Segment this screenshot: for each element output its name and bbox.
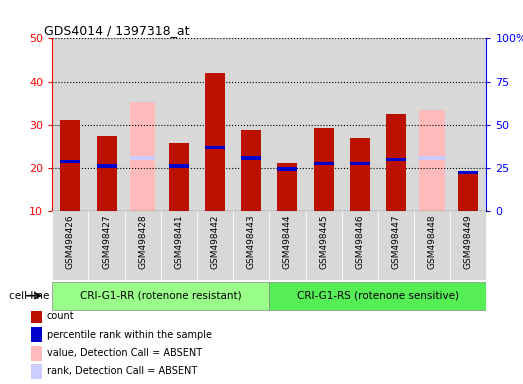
- Bar: [305, 211, 342, 280]
- Text: GSM498426: GSM498426: [66, 215, 75, 269]
- Bar: [31, 364, 42, 379]
- Bar: [278, 167, 298, 170]
- Text: GSM498442: GSM498442: [211, 215, 220, 269]
- Bar: [169, 143, 189, 211]
- Bar: [52, 38, 88, 211]
- Text: GSM498445: GSM498445: [319, 215, 328, 269]
- Bar: [205, 146, 225, 149]
- Bar: [205, 73, 225, 211]
- Bar: [197, 38, 233, 211]
- Bar: [342, 211, 378, 280]
- Bar: [342, 38, 378, 211]
- Bar: [450, 211, 486, 280]
- Bar: [97, 136, 117, 211]
- Bar: [314, 128, 334, 211]
- Bar: [350, 138, 370, 211]
- Bar: [61, 120, 81, 211]
- Text: GSM498448: GSM498448: [428, 215, 437, 269]
- Text: percentile rank within the sample: percentile rank within the sample: [47, 329, 212, 339]
- Bar: [52, 211, 88, 280]
- Bar: [161, 38, 197, 211]
- Text: GSM498441: GSM498441: [174, 215, 184, 269]
- Bar: [314, 162, 334, 166]
- Bar: [88, 211, 124, 280]
- Bar: [269, 282, 486, 310]
- Bar: [278, 163, 298, 211]
- Bar: [386, 114, 406, 211]
- Bar: [130, 156, 155, 160]
- Bar: [31, 327, 42, 342]
- Text: GSM498427: GSM498427: [102, 215, 111, 269]
- Bar: [386, 157, 406, 161]
- Text: GSM498444: GSM498444: [283, 215, 292, 269]
- Bar: [161, 211, 197, 280]
- Bar: [414, 38, 450, 211]
- Text: value, Detection Call = ABSENT: value, Detection Call = ABSENT: [47, 348, 202, 358]
- Bar: [31, 308, 42, 323]
- Bar: [305, 38, 342, 211]
- Bar: [88, 38, 124, 211]
- Bar: [233, 211, 269, 280]
- Text: CRI-G1-RR (rotenone resistant): CRI-G1-RR (rotenone resistant): [80, 291, 242, 301]
- Bar: [269, 38, 305, 211]
- Bar: [124, 38, 161, 211]
- Bar: [52, 282, 269, 310]
- Bar: [419, 110, 445, 211]
- Bar: [241, 156, 261, 160]
- Bar: [130, 102, 155, 211]
- Bar: [414, 211, 450, 280]
- Text: CRI-G1-RS (rotenone sensitive): CRI-G1-RS (rotenone sensitive): [297, 291, 459, 301]
- Bar: [419, 156, 445, 160]
- Bar: [31, 346, 42, 361]
- Text: GSM498447: GSM498447: [391, 215, 401, 269]
- Text: GSM498449: GSM498449: [464, 215, 473, 269]
- Text: GSM498446: GSM498446: [355, 215, 365, 269]
- Bar: [169, 164, 189, 167]
- Text: rank, Detection Call = ABSENT: rank, Detection Call = ABSENT: [47, 366, 197, 376]
- Bar: [450, 38, 486, 211]
- Text: count: count: [47, 311, 74, 321]
- Bar: [378, 38, 414, 211]
- Text: GSM498443: GSM498443: [247, 215, 256, 269]
- Bar: [241, 131, 261, 211]
- Text: GSM498428: GSM498428: [138, 215, 147, 269]
- Bar: [61, 160, 81, 163]
- Text: cell line: cell line: [9, 291, 50, 301]
- Bar: [97, 164, 117, 167]
- Bar: [458, 172, 478, 211]
- Bar: [378, 211, 414, 280]
- Bar: [197, 211, 233, 280]
- Bar: [350, 162, 370, 166]
- Text: GDS4014 / 1397318_at: GDS4014 / 1397318_at: [43, 24, 189, 37]
- Bar: [269, 211, 305, 280]
- Bar: [233, 38, 269, 211]
- Bar: [458, 170, 478, 174]
- Bar: [124, 211, 161, 280]
